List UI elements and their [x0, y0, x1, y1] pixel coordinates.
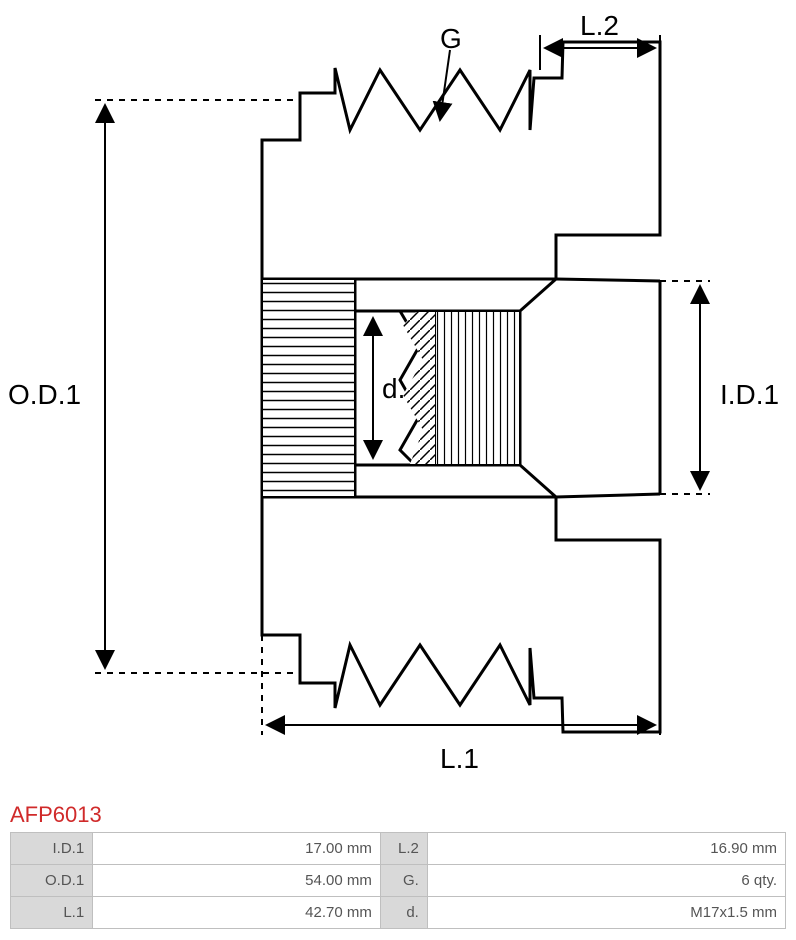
- spec-value: 16.90 mm: [427, 833, 785, 865]
- table-row: O.D.1 54.00 mm G. 6 qty.: [11, 865, 786, 897]
- label-id1: I.D.1: [720, 379, 779, 410]
- spec-label: I.D.1: [11, 833, 93, 865]
- spec-value: 6 qty.: [427, 865, 785, 897]
- label-g: G: [440, 23, 462, 54]
- spec-label: O.D.1: [11, 865, 93, 897]
- spec-value: 17.00 mm: [93, 833, 381, 865]
- label-l2: L.2: [580, 10, 619, 41]
- label-od1: O.D.1: [8, 379, 81, 410]
- spec-label: d.: [380, 897, 427, 929]
- specifications-table: I.D.1 17.00 mm L.2 16.90 mm O.D.1 54.00 …: [10, 832, 786, 929]
- spec-value: M17x1.5 mm: [427, 897, 785, 929]
- table-row: I.D.1 17.00 mm L.2 16.90 mm: [11, 833, 786, 865]
- table-row: L.1 42.70 mm d. M17x1.5 mm: [11, 897, 786, 929]
- spec-value: 42.70 mm: [93, 897, 381, 929]
- label-l1: L.1: [440, 743, 479, 774]
- diagram-svg: O.D.1 I.D.1 L.1 L.2 G d: [0, 0, 796, 800]
- spec-label: G.: [380, 865, 427, 897]
- part-number-title: AFP6013: [0, 800, 796, 832]
- technical-diagram: O.D.1 I.D.1 L.1 L.2 G d: [0, 0, 796, 800]
- label-d: d.: [382, 373, 405, 404]
- spec-label: L.1: [11, 897, 93, 929]
- spec-label: L.2: [380, 833, 427, 865]
- part-number: AFP6013: [10, 802, 102, 827]
- spec-value: 54.00 mm: [93, 865, 381, 897]
